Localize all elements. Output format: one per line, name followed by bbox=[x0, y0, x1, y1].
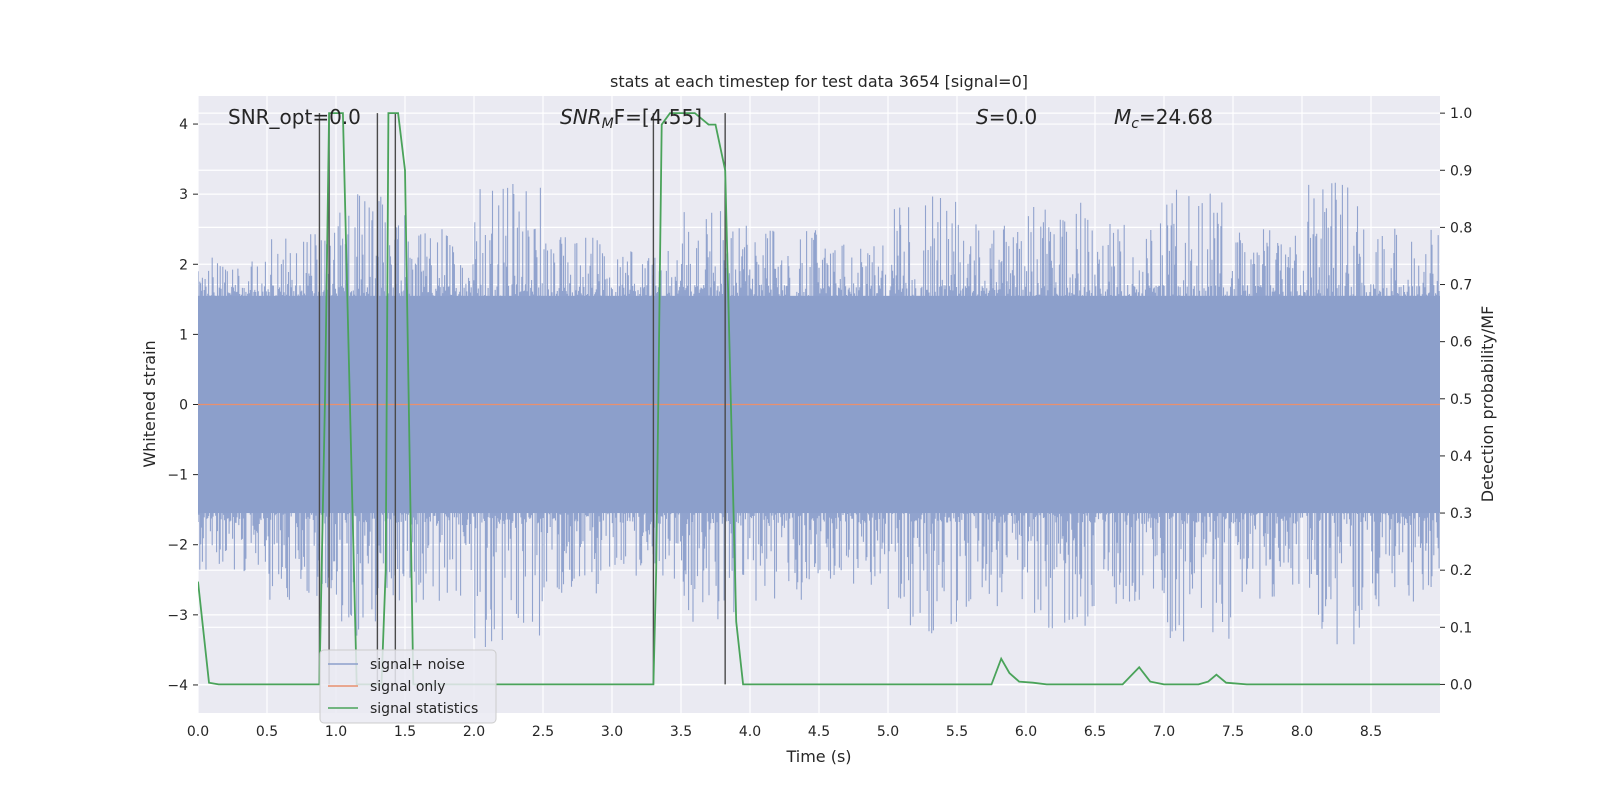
y-tick-label: −1 bbox=[167, 468, 188, 484]
x-axis-label: Time (s) bbox=[785, 747, 851, 766]
x-tick-label: 4.0 bbox=[739, 724, 761, 740]
x-tick-label: 6.5 bbox=[1084, 724, 1106, 740]
y-tick-label: 0 bbox=[179, 398, 188, 414]
x-tick-label: 0.5 bbox=[256, 724, 278, 740]
y-tick-label: −2 bbox=[167, 538, 188, 554]
y2-tick-label: 0.6 bbox=[1450, 335, 1472, 351]
x-tick-label: 3.5 bbox=[670, 724, 692, 740]
x-tick-label: 5.0 bbox=[877, 724, 899, 740]
x-tick-labels: 0.0 0.5 1.0 1.5 2.0 2.5 3.0 3.5 4.0 4.5 5.0 5.5 6.0 6… bbox=[187, 724, 1382, 740]
y2-tick-labels: 1.0 0.9 0.8 0.7 0.6 0.5 0.4 0.3 0.2 0.1 0.0 bbox=[1440, 106, 1472, 693]
vline-layer bbox=[318, 113, 726, 685]
x-tick-label: 2.0 bbox=[463, 724, 485, 740]
annotation-s: S=0.0 bbox=[976, 105, 1037, 129]
y2-tick-label: 0.1 bbox=[1450, 620, 1472, 636]
y2-tick-label: 0.4 bbox=[1450, 449, 1472, 465]
x-tick-label: 3.0 bbox=[601, 724, 623, 740]
legend-box bbox=[319, 649, 497, 724]
y2-tick-label: 0.3 bbox=[1450, 506, 1472, 522]
x-tick-label: 7.5 bbox=[1222, 724, 1244, 740]
x-tick-label: 5.5 bbox=[946, 724, 968, 740]
y-tick-label: −3 bbox=[167, 608, 188, 624]
x-tick-label: 6.0 bbox=[1015, 724, 1037, 740]
y2-tick-label: 0.5 bbox=[1450, 392, 1472, 408]
y2-tick-label: 0.9 bbox=[1450, 163, 1472, 179]
chart-title: stats at each timestep for test data 365… bbox=[610, 72, 1028, 91]
y-tick-label: 4 bbox=[179, 117, 188, 133]
y2-tick-label: 1.0 bbox=[1450, 106, 1472, 122]
y2-axis-label: Detection probability/MF bbox=[1478, 306, 1497, 503]
x-tick-label: 8.5 bbox=[1360, 724, 1382, 740]
annotation-snr-mf: SNRMF=[4.55] bbox=[560, 105, 702, 132]
legend: signal+ noise signal only signal statist… bbox=[319, 649, 497, 724]
x-tick-label: 1.5 bbox=[394, 724, 416, 740]
y-tick-label: 1 bbox=[179, 327, 188, 343]
y-tick-label: 3 bbox=[179, 187, 188, 203]
legend-label-stats: signal statistics bbox=[370, 701, 478, 717]
legend-label-signal: signal only bbox=[370, 679, 445, 695]
x-tick-label: 2.5 bbox=[532, 724, 554, 740]
y-axis-label: Whitened strain bbox=[140, 340, 159, 467]
y2-tick-label: 0.2 bbox=[1450, 563, 1472, 579]
x-tick-label: 4.5 bbox=[808, 724, 830, 740]
annotation-mc: Mc=24.68 bbox=[1114, 105, 1213, 132]
legend-label-noise: signal+ noise bbox=[370, 657, 465, 673]
y2-tick-label: 0.8 bbox=[1450, 220, 1472, 236]
x-tick-label: 7.0 bbox=[1153, 724, 1175, 740]
x-tick-label: 8.0 bbox=[1291, 724, 1313, 740]
y2-tick-label: 0.7 bbox=[1450, 278, 1472, 294]
y2-tick-label: 0.0 bbox=[1450, 677, 1472, 693]
annotation-snr-opt: SNR_opt=0.0 bbox=[228, 105, 361, 129]
y-tick-label: −4 bbox=[167, 678, 188, 694]
y-tick-label: 2 bbox=[179, 257, 188, 273]
x-tick-label: 1.0 bbox=[325, 724, 347, 740]
y-tick-labels: 4 3 2 1 0 −1 −2 −3 −4 bbox=[167, 117, 198, 694]
x-tick-label: 0.0 bbox=[187, 724, 209, 740]
